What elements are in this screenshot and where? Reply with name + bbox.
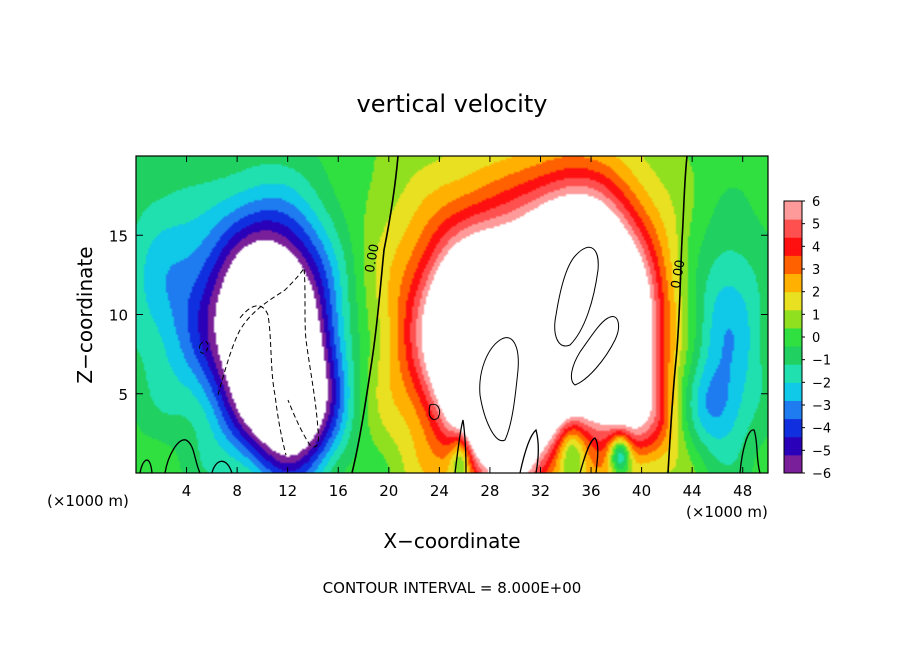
updraft-contour-1 [554,246,599,347]
colorbar-swatch [784,237,802,256]
colorbar-tick-label: 3 [812,263,820,278]
colorbar-tick-label: −1 [812,354,831,369]
x-tick-label: 20 [379,482,398,500]
colorbar-tick-label: −4 [812,422,831,437]
surface-contours [139,419,761,474]
y-tick-label: 15 [109,227,128,245]
x-axis-label: X−coordinate [383,529,520,553]
contour-lines [139,155,761,474]
x-tick-label: 8 [232,482,242,500]
zero-contour-right [667,155,688,474]
contour-interval-footer: CONTOUR INTERVAL = 8.000E+00 [323,579,582,597]
x-tick-label: 32 [531,482,550,500]
colorbar-tick-label: 6 [812,195,820,210]
x-tick-label: 40 [632,482,651,500]
colorbar-swatch [784,309,802,329]
colorbar-swatch [784,436,802,456]
colorbar-tick-label: −3 [812,399,831,414]
colorbar-swatch [784,273,802,293]
x-tick-label: 44 [683,482,702,500]
y-axis-label: Z−coordinate [73,246,97,383]
downdraft-contour-3 [199,340,209,354]
colorbar-swatch [784,454,802,474]
x-unit-left: (×1000 m) [47,492,129,510]
colorbar-tick-label: −6 [812,467,831,482]
colorbar-tick-label: 1 [812,308,820,323]
x-tick-label: 12 [278,482,297,500]
colorbar-tick-label: 4 [812,240,820,255]
colorbar-swatch [784,255,802,275]
contour-label: 0.00 [669,259,689,290]
chart-title: vertical velocity [357,90,548,118]
x-tick-label: 48 [733,482,752,500]
heatmap-field [136,156,768,473]
x-unit-right: (×1000 m) [686,503,768,521]
x-tick-label: 4 [182,482,192,500]
colorbar-tick-label: 0 [812,331,820,346]
y-tick-label: 10 [109,307,128,325]
colorbar-swatch [784,400,802,420]
colorbar-tick-label: −2 [812,376,831,391]
downdraft-contour-1 [239,305,287,456]
colorbar-swatch [784,219,802,238]
x-tick-label: 24 [430,482,449,500]
x-tick-label: 36 [581,482,600,500]
colorbar-tick-label: 5 [812,218,820,233]
colorbar-swatch [784,418,802,438]
updraft-contour-3 [479,337,519,442]
colorbar-swatch [784,382,802,401]
colorbar-swatch [784,346,802,365]
zero-contour-left [351,155,399,474]
colorbar-swatch [784,327,802,347]
updraft-contour-2 [570,316,619,386]
updraft-contour-4 [428,403,441,420]
colorbar-swatch [784,364,802,383]
colorbar-swatch [784,201,802,220]
colorbar-tick-label: −5 [812,444,831,459]
x-tick-label: 28 [480,482,499,500]
x-tick-label: 16 [329,482,348,500]
y-tick-label: 5 [118,386,128,404]
colorbar: 6 5 4 3 2 1 0 −1 −2 −3 −4 −5 −6 [783,195,831,482]
contour-label: 0.00 [363,243,383,274]
colorbar-tick-label: 2 [812,286,820,301]
colorbar-swatch [784,291,802,311]
